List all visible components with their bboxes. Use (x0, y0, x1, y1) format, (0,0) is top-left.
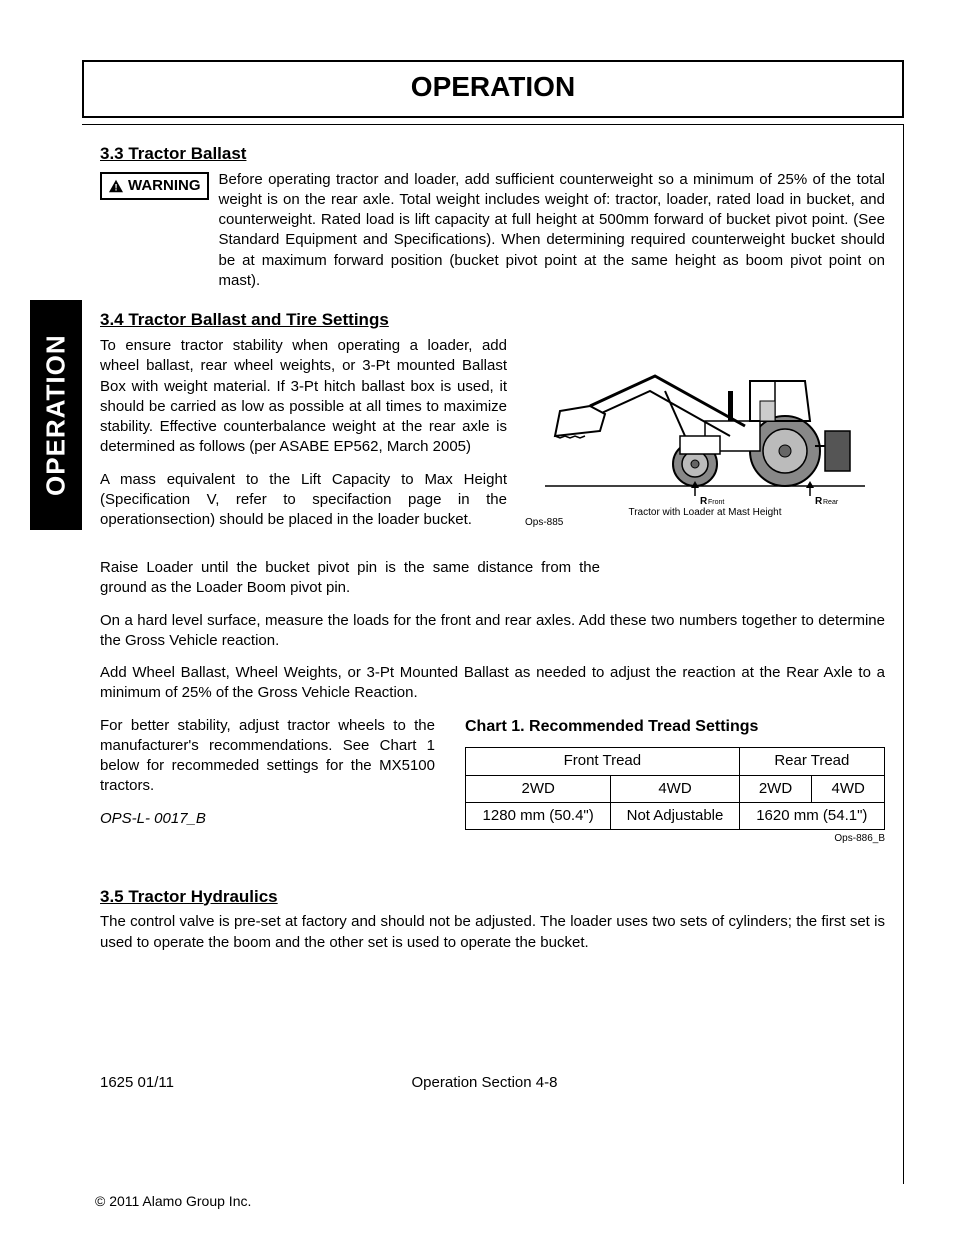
ops-ref-3-4: OPS-L- 0017_B (100, 809, 435, 829)
tractor-diagram: R Front R Rear Tractor with Loader at Ma… (525, 336, 885, 546)
warning-badge: ! WARNING (100, 172, 209, 200)
page-title: OPERATION (82, 60, 904, 118)
th-f4wd: 4WD (611, 775, 739, 802)
warning-label: WARNING (128, 176, 201, 196)
content-frame: 3.3 Tractor Ballast ! WARNING Before ope… (82, 124, 904, 1184)
td-rear: 1620 mm (54.1") (739, 802, 884, 829)
warning-text: Before operating tractor and loader, add… (219, 170, 886, 292)
footer-left: 1625 01/11 (100, 1073, 174, 1093)
tread-table: Front Tread Rear Tread 2WD 4WD 2WD 4WD 1… (465, 747, 885, 830)
th-r4wd: 4WD (812, 775, 885, 802)
svg-text:R: R (700, 496, 708, 506)
footer: 1625 01/11 Operation Section 4-8 (100, 1073, 885, 1093)
copyright: © 2011 Alamo Group Inc. (95, 1192, 904, 1211)
th-front: Front Tread (466, 748, 740, 775)
svg-text:Rear: Rear (823, 499, 839, 506)
para-3-4-2: A mass equivalent to the Lift Capacity t… (100, 470, 507, 531)
td-f2wd: 1280 mm (50.4") (466, 802, 611, 829)
heading-3-3: 3.3 Tractor Ballast (100, 143, 885, 166)
para-3-4-6: For better stability, adjust tractor whe… (100, 716, 435, 797)
svg-text:Front: Front (708, 499, 724, 506)
chart1-ref: Ops-886_B (465, 832, 885, 846)
th-f2wd: 2WD (466, 775, 611, 802)
th-rear: Rear Tread (739, 748, 884, 775)
para-3-5-1: The control valve is pre-set at factory … (100, 912, 885, 953)
heading-3-5: 3.5 Tractor Hydraulics (100, 886, 885, 909)
para-3-4-5: Add Wheel Ballast, Wheel Weights, or 3-P… (100, 663, 885, 704)
heading-3-4: 3.4 Tractor Ballast and Tire Settings (100, 309, 885, 332)
para-3-4-1: To ensure tractor stability when operati… (100, 336, 507, 458)
svg-text:R: R (815, 496, 823, 506)
para-3-4-4: On a hard level surface, measure the loa… (100, 611, 885, 652)
side-tab: OPERATION (30, 300, 82, 530)
svg-text:!: ! (114, 183, 117, 193)
para-3-4-3: Raise Loader until the bucket pivot pin … (100, 558, 600, 599)
diagram-ops-ref: Ops-885 (525, 516, 563, 530)
chart1-title: Chart 1. Recommended Tread Settings (465, 716, 885, 738)
td-f4wd: Not Adjustable (611, 802, 739, 829)
warning-triangle-icon: ! (108, 179, 124, 193)
footer-center: Operation Section 4-8 (174, 1073, 795, 1093)
th-r2wd: 2WD (739, 775, 812, 802)
